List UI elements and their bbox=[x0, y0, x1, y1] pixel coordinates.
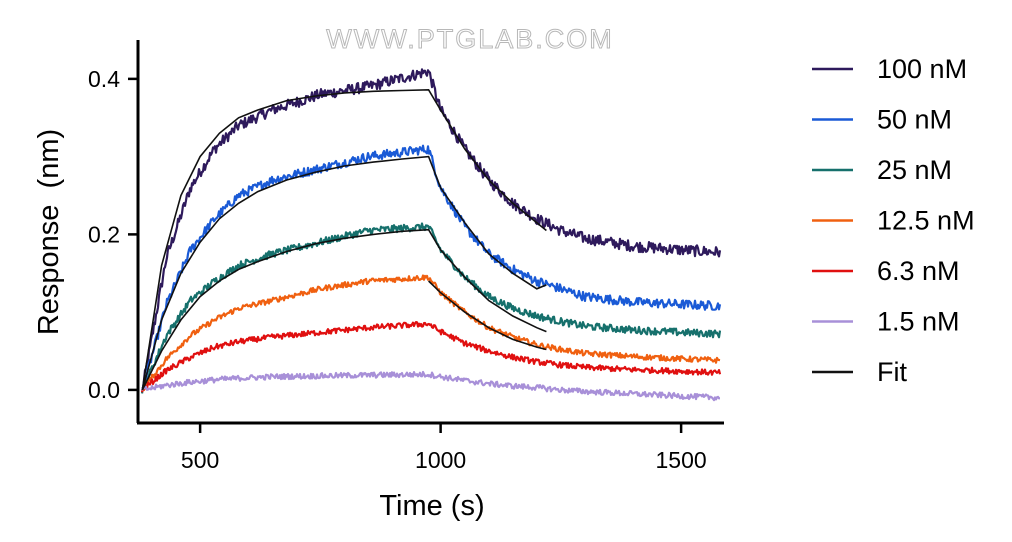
legend-label: 6.3 nM bbox=[877, 256, 960, 286]
axes bbox=[136, 40, 724, 425]
legend-label: 100 nM bbox=[877, 54, 967, 84]
fit-curve-1 bbox=[141, 88, 547, 391]
series-line-12-5-nm bbox=[141, 274, 721, 392]
legend-label: 1.5 nM bbox=[877, 307, 960, 337]
watermark: WWW.PTGLAB.COM bbox=[326, 24, 614, 54]
series-line-25-nm bbox=[140, 222, 722, 394]
x-axis-title: Time (s) bbox=[379, 490, 484, 522]
plot-traces bbox=[140, 68, 722, 402]
y-tick-label: 0.0 bbox=[88, 377, 120, 403]
fit-curve-3 bbox=[141, 228, 547, 391]
y-tick-label: 0.4 bbox=[88, 66, 120, 92]
legend-label: 25 nM bbox=[877, 155, 952, 185]
legend-label: Fit bbox=[877, 357, 907, 387]
x-tick-label: 1000 bbox=[415, 447, 466, 473]
series-line-1-5-nm bbox=[140, 370, 721, 402]
axis-ticks: 500 1000 1500 0.0 0.2 0.4 bbox=[88, 66, 707, 473]
x-tick-label: 500 bbox=[181, 447, 219, 473]
series-line-6-3-nm bbox=[140, 321, 722, 393]
fit-curve-4 bbox=[428, 280, 547, 351]
legend-label: 50 nM bbox=[877, 105, 952, 135]
y-axis-title: Response (nm) bbox=[33, 129, 65, 335]
y-tick-label: 0.2 bbox=[88, 221, 120, 247]
legend-label: 12.5 nM bbox=[877, 206, 975, 236]
x-tick-label: 1500 bbox=[656, 447, 707, 473]
legend: 100 nM 50 nM 25 nM 12.5 nM 6.3 nM 1.5 nM Fit bbox=[812, 54, 975, 387]
series-line-50-nm bbox=[141, 144, 722, 389]
fit-curve-2 bbox=[141, 155, 547, 391]
series-line-100-nm bbox=[141, 68, 722, 390]
